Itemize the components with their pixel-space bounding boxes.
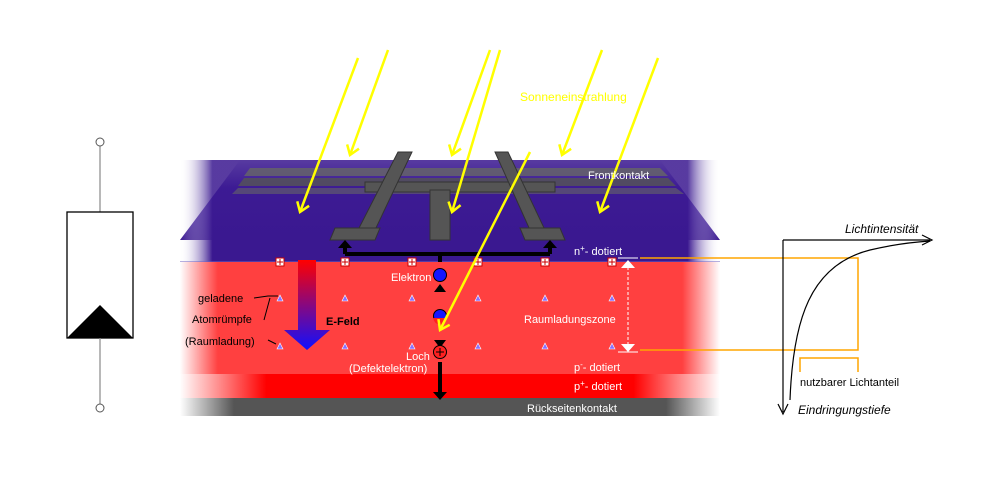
orange-guides [640,257,859,372]
back-contact [180,398,720,416]
sun-ray [450,49,502,213]
hole-carrier [433,345,447,359]
sun-ray [348,49,390,156]
space-charge-label: Raumladungszone [524,314,616,326]
negative-ion [341,294,349,302]
positive-ions [275,257,617,267]
negative-ion [474,294,482,302]
efield-arrow [284,260,330,350]
sun-ray-arrowhead [596,201,610,215]
negative-ions [276,294,616,350]
electron-label: Elektron [391,272,431,284]
sun-rays [296,49,660,332]
sun-ray-arrowhead [296,201,310,215]
negative-ion [408,342,416,350]
sun-ray [298,57,360,213]
hole-label: Loch [406,351,430,363]
useful-light-label: nutzbarer Lichtanteil [800,377,899,389]
negative-ion [341,342,349,350]
p-doped-label: p-- dotiert [574,360,620,374]
front-contact-fingers [329,151,566,241]
negative-ion [276,342,284,350]
sun-ray-arrowhead [447,144,462,158]
p-layer [180,262,720,374]
space-charge-marker [618,257,638,353]
charged-label-2: Atomrümpfe [192,314,252,326]
atom-bracket [253,295,278,345]
negative-ion [276,294,284,302]
current-arrowheads [338,240,557,400]
sun-ray-arrowhead [558,144,572,158]
back-contact-label: Rückseitenkontakt [527,403,617,415]
efield-label: E-Feld [326,316,360,328]
p-plus-doped-label: p+- dotiert [574,379,622,393]
negative-ion [541,342,549,350]
p-plus-layer [180,374,720,398]
sun-ray-arrowhead [437,318,451,332]
sun-ray-arrowhead [447,201,462,215]
negative-ion [608,294,616,302]
defect-electron-label: (Defektelektron) [349,363,427,375]
sun-ray [438,151,532,331]
n-doped-label: n+- dotiert [574,244,622,258]
negative-ion [474,342,482,350]
negative-ion [541,294,549,302]
penetration-depth-label: Eindringungstiefe [798,403,891,417]
negative-ion [408,294,416,302]
diode-symbol [66,137,134,413]
charged-label-1: geladene [198,293,243,305]
intensity-graph [777,234,934,416]
electron-carrier [433,268,447,282]
front-contact-label: Frontkontakt [588,170,649,182]
charged-label-3: (Raumladung) [185,336,255,348]
sun-ray [598,57,660,213]
light-intensity-label: Lichtintensität [845,222,919,236]
sun-ray [560,49,604,156]
sunlight-label: Sonneneinstrahlung [520,90,627,104]
sun-ray [450,49,492,156]
negative-ion [608,342,616,350]
sun-ray-arrowhead [345,144,360,158]
